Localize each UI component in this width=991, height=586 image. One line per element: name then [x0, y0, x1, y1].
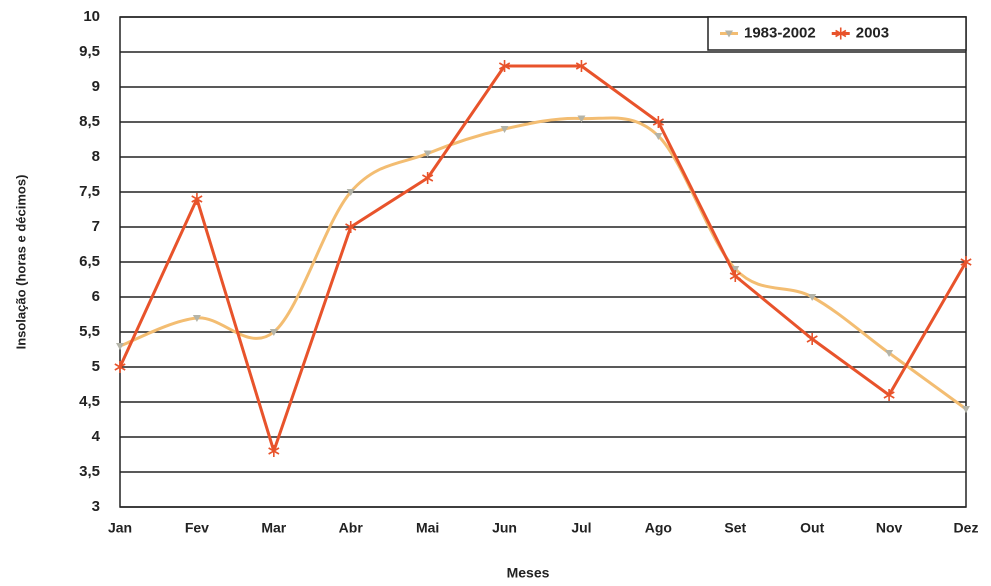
- marker: [654, 133, 663, 140]
- x-tick-label: Out: [800, 520, 824, 536]
- y-tick-label: 8: [92, 148, 100, 165]
- y-axis-title: Insolação (horas e décimos): [13, 175, 28, 350]
- marker: [808, 294, 817, 301]
- y-tick-label: 6: [92, 288, 100, 305]
- marker: [116, 343, 124, 350]
- marker: [498, 60, 511, 72]
- y-tick-label: 5,5: [79, 323, 100, 340]
- marker-stroke: [960, 258, 972, 266]
- marker-stroke: [345, 223, 357, 231]
- y-tick-label: 3,5: [79, 463, 100, 480]
- y-tick-label: 4,5: [79, 393, 100, 410]
- marker: [652, 116, 664, 128]
- marker: [885, 350, 894, 357]
- y-tick-label: 7: [92, 218, 100, 235]
- marker: [575, 60, 588, 72]
- marker-stroke: [729, 272, 741, 280]
- marker: [500, 126, 509, 133]
- marker: [268, 445, 280, 457]
- legend-box: [707, 16, 967, 51]
- marker: [191, 193, 203, 205]
- marker-stroke: [422, 174, 434, 182]
- marker: [729, 270, 741, 282]
- marker-stroke: [268, 447, 280, 455]
- marker: [269, 329, 278, 336]
- x-tick-label: Jan: [108, 520, 132, 536]
- marker: [345, 221, 357, 233]
- x-tick-label: Jul: [571, 520, 591, 536]
- marker: [577, 115, 586, 123]
- marker-stroke: [575, 62, 588, 70]
- y-tick-label: 10: [83, 8, 100, 25]
- series-line: [118, 64, 968, 453]
- marker-stroke: [883, 391, 895, 399]
- marker: [422, 172, 434, 184]
- y-tick-label: 7,5: [79, 183, 100, 200]
- x-tick-label: Ago: [645, 520, 672, 536]
- marker: [883, 389, 895, 401]
- x-tick-label: Abr: [339, 520, 364, 536]
- y-tick-label: 9: [92, 78, 100, 95]
- legend-marker: [725, 30, 733, 38]
- x-tick-label: Nov: [876, 520, 903, 536]
- y-tick-label: 3: [92, 498, 100, 515]
- marker-stroke: [652, 118, 664, 126]
- legend-label: 1983-2002: [744, 24, 816, 41]
- x-tick-label: Mar: [261, 520, 286, 536]
- marker: [346, 189, 355, 196]
- marker: [114, 361, 126, 373]
- y-tick-label: 5: [92, 358, 100, 375]
- marker: [423, 150, 432, 158]
- marker-stroke: [806, 335, 818, 343]
- marker-stroke: [498, 62, 511, 70]
- x-axis-title: Meses: [507, 565, 550, 581]
- legend-label: 2003: [856, 24, 889, 41]
- legend-marker: [835, 27, 847, 40]
- marker-stroke: [114, 363, 126, 371]
- y-tick-label: 4: [92, 428, 101, 445]
- marker: [192, 315, 201, 322]
- x-tick-label: Jun: [492, 520, 517, 536]
- x-tick-label: Dez: [954, 520, 979, 536]
- marker: [962, 406, 970, 413]
- y-tick-label: 9,5: [79, 43, 100, 60]
- x-tick-label: Mai: [416, 520, 439, 536]
- x-tick-label: Fev: [185, 520, 209, 536]
- marker: [731, 266, 740, 273]
- marker: [960, 256, 972, 268]
- x-tick-label: Set: [724, 520, 746, 536]
- marker-stroke: [191, 195, 203, 203]
- y-tick-label: 6,5: [79, 253, 100, 270]
- marker-stroke: [835, 29, 847, 38]
- y-tick-label: 8,5: [79, 113, 100, 130]
- marker: [806, 333, 818, 345]
